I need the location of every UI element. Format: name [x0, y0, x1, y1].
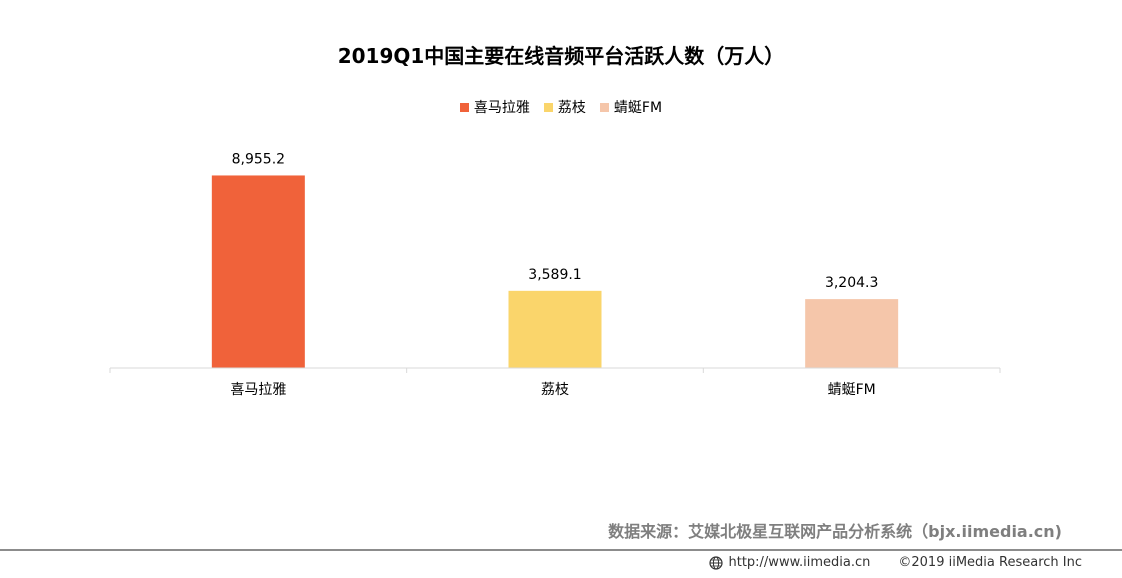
- footer-url: http://www.iimedia.cn: [728, 555, 871, 570]
- data-label-2: 3,589.1: [528, 267, 581, 283]
- legend-item-2: 荔枝: [543, 97, 586, 117]
- legend-label: 荔枝: [557, 100, 586, 116]
- globe-icon: [709, 555, 724, 570]
- legend-item-1: 喜马拉雅: [459, 97, 530, 117]
- data-source: 数据来源：艾媒北极星互联网产品分析系统（bjx.iimedia.cn): [608, 522, 1062, 541]
- x-tick-label-3: 蜻蜓FM: [828, 382, 876, 398]
- bar-2: [508, 290, 602, 368]
- legend-swatch: [459, 102, 469, 112]
- data-label-3: 3,204.3: [825, 275, 878, 291]
- footer: http://www.iimedia.cn ©2019 iiMedia Rese…: [709, 555, 1082, 570]
- footer-divider: [0, 549, 1122, 551]
- footer-copyright: ©2019 iiMedia Research Inc: [898, 555, 1082, 570]
- bar-1: [211, 175, 305, 368]
- legend: 喜马拉雅 荔枝 蜻蜓FM: [0, 97, 1122, 117]
- legend-swatch: [599, 102, 609, 112]
- chart-title: 2019Q1中国主要在线音频平台活跃人数（万人）: [337, 44, 785, 68]
- x-tick-label-1: 喜马拉雅: [230, 382, 286, 398]
- legend-label: 喜马拉雅: [473, 100, 530, 116]
- legend-swatch: [543, 102, 553, 112]
- legend-label: 蜻蜓FM: [613, 100, 663, 116]
- footer-url-link[interactable]: http://www.iimedia.cn: [709, 555, 870, 570]
- bar-3: [805, 299, 899, 368]
- data-label-1: 8,955.2: [232, 151, 285, 167]
- x-tick-label-2: 荔枝: [541, 382, 569, 398]
- legend-item-3: 蜻蜓FM: [599, 97, 663, 117]
- chart-plot: 8,955.2 喜马拉雅 3,589.1 荔枝 3,204.3 蜻蜓FM: [109, 151, 1001, 398]
